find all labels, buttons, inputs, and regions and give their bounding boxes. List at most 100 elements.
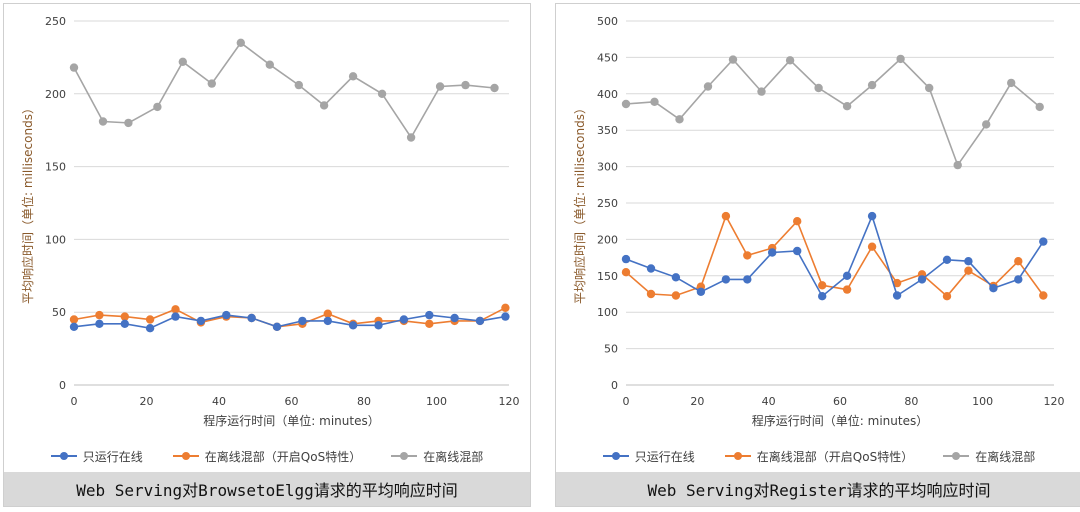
data-point [721, 275, 731, 284]
data-point [964, 257, 973, 266]
series-line [73, 41, 495, 140]
data-point [490, 83, 499, 93]
chart-caption: Web Serving对Register请求的平均响应时间 [556, 472, 1080, 506]
chart-legend: 只运行在线 在离线混部（开启QoS特性） 在离线混部 [4, 448, 530, 464]
data-point [1039, 237, 1048, 246]
y-tick-label: 100 [45, 233, 66, 246]
y-tick-label: 100 [597, 306, 618, 319]
y-tick-label: 350 [597, 124, 618, 137]
data-point [98, 117, 108, 126]
data-point [178, 57, 187, 66]
data-point [145, 324, 155, 333]
data-point [1014, 257, 1023, 266]
line-chart-register: 0 50 100 150 200 250 300 350 400 450 500 0 20 40 60 80 1… [572, 15, 1065, 428]
data-point [95, 310, 104, 320]
y-tick-label: 300 [597, 161, 618, 174]
data-point [925, 83, 934, 93]
x-axis-title: 程序运行时间（单位: minutes） [752, 413, 928, 428]
data-point [1039, 291, 1048, 300]
data-point [768, 248, 777, 257]
data-point [435, 82, 445, 91]
data-point [703, 82, 713, 91]
x-tick-label: 60 [833, 395, 847, 408]
series-line [625, 57, 1041, 167]
data-point [171, 305, 180, 314]
data-point [272, 322, 282, 331]
data-point [818, 292, 827, 301]
data-point [153, 102, 162, 112]
data-point [646, 289, 656, 299]
data-point [953, 160, 962, 170]
data-point [406, 133, 416, 142]
chart-legend: 只运行在线 在离线混部（开启QoS特性） 在离线混部 [556, 448, 1080, 464]
data-point [69, 322, 79, 331]
data-point [842, 271, 852, 280]
data-point [757, 87, 766, 96]
data-point [785, 56, 795, 65]
data-point [124, 118, 133, 128]
data-point [892, 291, 902, 300]
y-tick-label: 250 [45, 15, 66, 28]
data-point [814, 83, 823, 93]
data-point [793, 217, 802, 226]
x-tick-label: 120 [499, 395, 520, 408]
data-point [942, 255, 952, 264]
data-point [917, 275, 927, 284]
data-point [425, 319, 434, 328]
data-point [145, 315, 155, 324]
y-tick-label: 150 [597, 270, 618, 283]
data-point [867, 80, 877, 90]
legend-item-colocated: 在离线混部 [391, 448, 483, 464]
data-point [120, 319, 129, 328]
data-point [265, 60, 274, 69]
legend-label: 只运行在线 [634, 449, 695, 464]
data-point [1035, 102, 1044, 112]
legend-label: 只运行在线 [82, 449, 143, 464]
y-axis-title: 平均响应时间（单位: milliseconds） [20, 102, 35, 304]
data-point [728, 55, 738, 64]
y-axis-title: 平均响应时间（单位: milliseconds） [572, 102, 587, 304]
y-tick-label: 250 [597, 197, 618, 210]
data-point [450, 313, 459, 323]
data-point [399, 315, 409, 324]
data-point [222, 310, 231, 320]
legend-swatch-gray [391, 450, 418, 462]
data-point [95, 319, 104, 328]
data-point [867, 242, 877, 251]
y-tick-label: 0 [611, 379, 618, 392]
chart-panel-register: 0 50 100 150 200 250 300 350 400 450 500 0 20 40 60 80 1… [555, 3, 1080, 507]
legend-item-online-only: 只运行在线 [602, 448, 695, 464]
legend-swatch-blue [50, 450, 77, 462]
x-tick-label: 20 [690, 395, 704, 408]
x-tick-label: 20 [140, 395, 154, 408]
x-tick-label: 80 [904, 395, 918, 408]
y-tick-label: 0 [59, 379, 66, 392]
data-point [896, 54, 905, 64]
data-point [171, 312, 180, 321]
data-point [348, 321, 358, 330]
data-point [319, 101, 329, 110]
data-point [942, 292, 952, 301]
data-point [1007, 78, 1016, 88]
data-point [294, 80, 303, 90]
y-tick-label: 450 [597, 51, 618, 64]
y-tick-label: 50 [52, 306, 66, 319]
data-point [374, 321, 383, 330]
data-point [377, 89, 387, 99]
data-point [721, 211, 731, 221]
x-tick-label: 0 [623, 395, 630, 408]
data-point [646, 264, 656, 273]
y-tick-label: 200 [45, 88, 66, 101]
data-point [793, 246, 802, 256]
y-tick-label: 500 [597, 15, 618, 28]
y-tick-label: 150 [45, 161, 66, 174]
x-tick-label: 40 [762, 395, 776, 408]
y-tick-label: 200 [597, 233, 618, 246]
series-line [625, 214, 1044, 298]
x-tick-label: 120 [1044, 395, 1065, 408]
legend-swatch-blue [602, 450, 629, 462]
line-chart-browse-to-elgg: 0 50 100 150 200 250 0 20 40 60 80 100 120 程序运行时间（单位:… [20, 15, 520, 428]
chart-panel-browse-to-elgg: 0 50 100 150 200 250 0 20 40 60 80 100 120 程序运行时间（单位:… [3, 3, 531, 507]
data-point [818, 281, 827, 290]
legend-item-online-only: 只运行在线 [50, 448, 143, 464]
